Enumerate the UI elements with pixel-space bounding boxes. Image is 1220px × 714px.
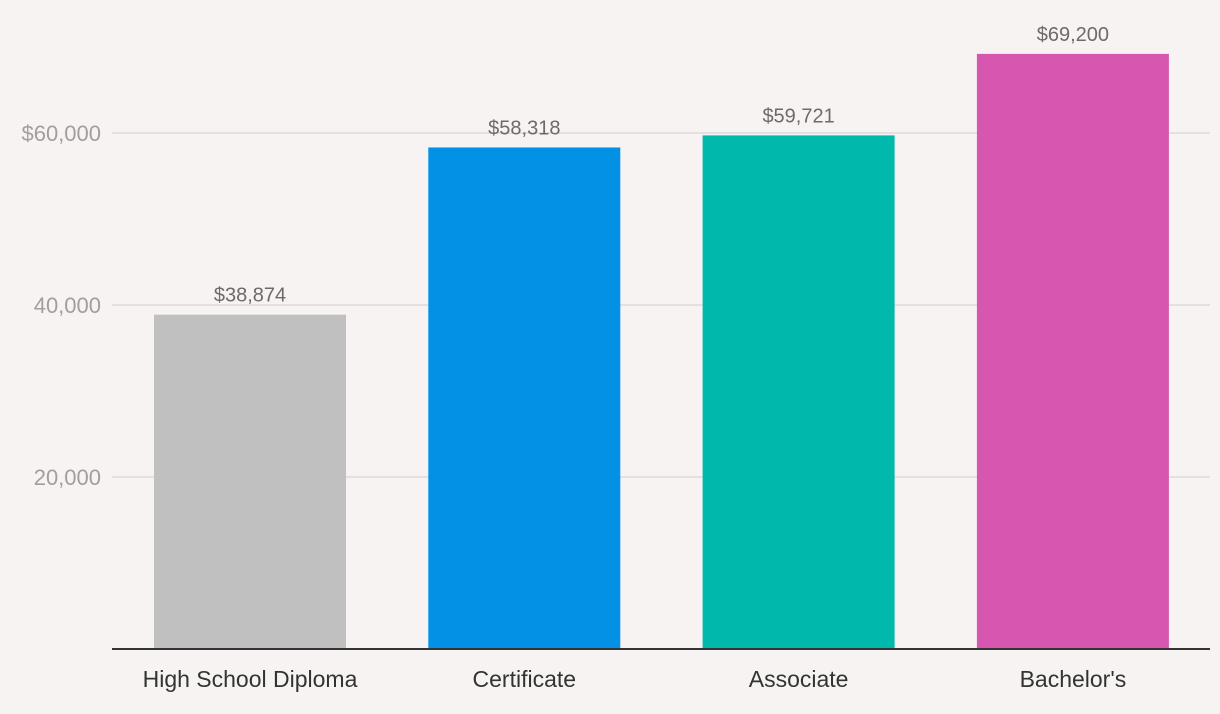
- bar-value-label: $38,874: [214, 285, 286, 307]
- x-category-label: Certificate: [473, 666, 577, 692]
- bar-2: [702, 135, 895, 649]
- x-category-label: Associate: [749, 666, 849, 692]
- bar-value-label: $59,721: [762, 105, 834, 127]
- bar-1: [428, 147, 621, 649]
- bar-0: [154, 314, 346, 649]
- bar-value-label: $58,318: [488, 117, 560, 139]
- y-tick-label: 40,000: [34, 293, 101, 318]
- bar-value-label: $69,200: [1037, 24, 1109, 46]
- x-category-label: High School Diploma: [143, 666, 358, 692]
- bar-layer: [154, 53, 1169, 649]
- label-layer: 20,000 40,000 $60,000 $38,874 High School Di…: [21, 24, 1126, 692]
- bar-3: [976, 53, 1169, 649]
- y-tick-label: $60,000: [21, 121, 101, 146]
- x-category-label: Bachelor's: [1020, 666, 1127, 692]
- y-tick-label: 20,000: [34, 465, 101, 490]
